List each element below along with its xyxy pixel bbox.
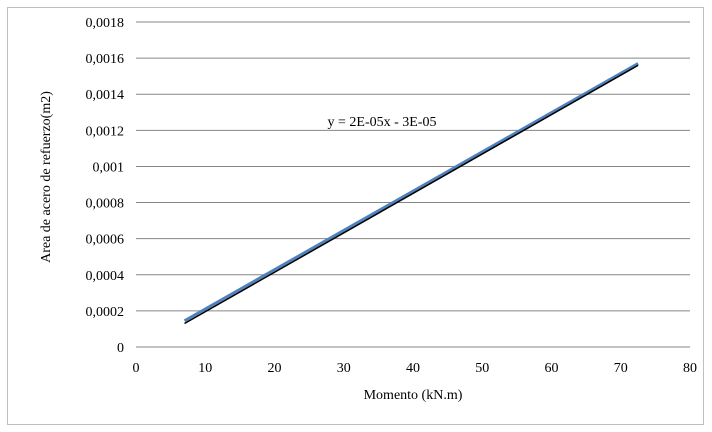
data-series: [183, 62, 639, 325]
y-tick-label: 0,0006: [86, 233, 125, 248]
y-tick-label: 0,001: [93, 160, 125, 175]
y-axis-title: Area de acero de refuerzo(m2): [39, 91, 54, 263]
y-tick-label: 0,0012: [86, 124, 125, 139]
x-tick-label: 60: [545, 361, 559, 376]
y-tick-label: 0: [117, 341, 124, 356]
y-tick-label: 0,0004: [86, 269, 125, 284]
x-tick-label: 30: [337, 361, 351, 376]
gridlines: [136, 21, 690, 348]
data-line: [183, 62, 639, 323]
y-tick-label: 0,0016: [86, 52, 125, 67]
y-tick-label: 0,0018: [86, 16, 125, 31]
x-tick-label: 40: [406, 361, 420, 376]
x-tick-label: 10: [198, 361, 212, 376]
trendline: [184, 64, 639, 325]
x-tick-labels: 0 10 20 30 40 50 60 70 80: [133, 361, 698, 376]
x-axis-title: Momento (kN.m): [364, 388, 463, 403]
x-tick-label: 80: [683, 361, 697, 376]
x-tick-label: 0: [133, 361, 140, 376]
chart-area: [7, 7, 704, 425]
x-tick-label: 50: [475, 361, 489, 376]
y-tick-label: 0,0002: [86, 305, 125, 320]
y-tick-labels: 0 0,0002 0,0004 0,0006 0,0008 0,001 0,0012 0,00…: [86, 16, 125, 356]
x-tick-label: 70: [614, 361, 628, 376]
trendline-equation: y = 2E-05x - 3E-05: [328, 115, 437, 130]
x-tick-label: 20: [268, 361, 282, 376]
y-tick-label: 0,0014: [86, 88, 125, 103]
y-tick-label: 0,0008: [86, 197, 125, 212]
